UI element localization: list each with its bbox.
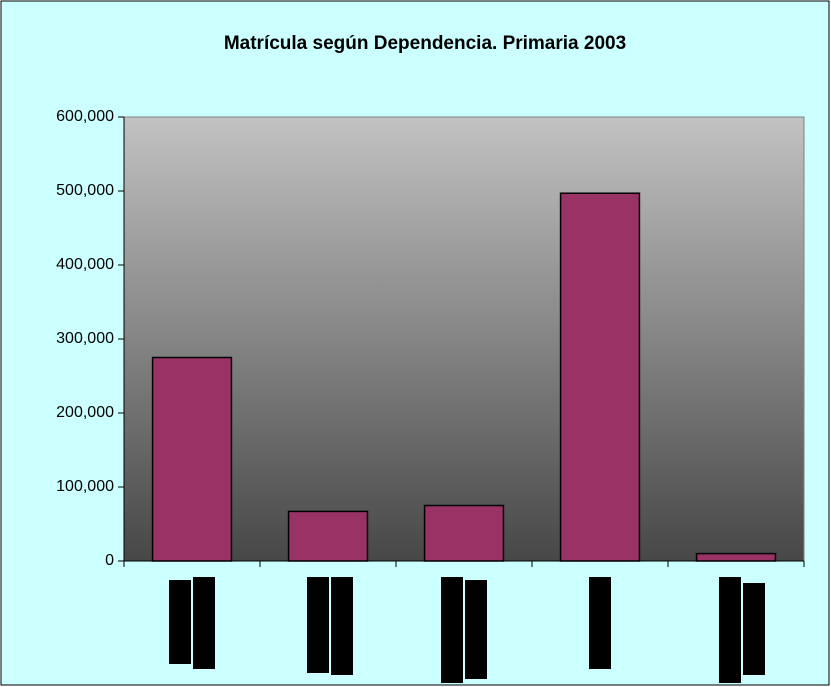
plot-area (123, 116, 805, 562)
redacted-label (331, 577, 353, 675)
y-tick-label: 300,000 (56, 330, 114, 347)
bar (151, 356, 233, 562)
chart-title: Matrícula según Dependencia. Primaria 20… (224, 33, 626, 54)
y-tick-label: 100,000 (56, 478, 114, 495)
bar (559, 192, 641, 562)
y-tick-label: 400,000 (56, 256, 114, 273)
y-tick-label: 600,000 (56, 108, 114, 125)
bar (423, 504, 505, 562)
redacted-label (193, 577, 215, 669)
redacted-label (169, 580, 191, 664)
y-tick-label: 200,000 (56, 404, 114, 421)
redacted-label (589, 577, 611, 669)
bar (695, 552, 777, 562)
y-tick-label: 0 (105, 552, 114, 569)
y-tick-label: 500,000 (56, 182, 114, 199)
redacted-label (719, 577, 741, 683)
redacted-label (307, 577, 329, 673)
bar (287, 510, 369, 562)
redacted-label (441, 577, 463, 683)
redacted-label (465, 580, 487, 679)
redacted-label (743, 583, 765, 675)
